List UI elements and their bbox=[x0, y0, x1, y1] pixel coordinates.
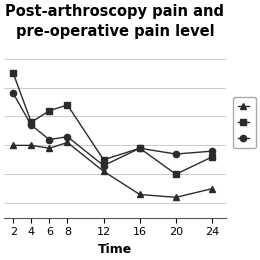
Legend: , , : , , bbox=[233, 96, 256, 148]
X-axis label: Time: Time bbox=[98, 243, 132, 256]
Title: Post-arthroscopy pain and
pre-operative pain level: Post-arthroscopy pain and pre-operative … bbox=[5, 4, 224, 39]
